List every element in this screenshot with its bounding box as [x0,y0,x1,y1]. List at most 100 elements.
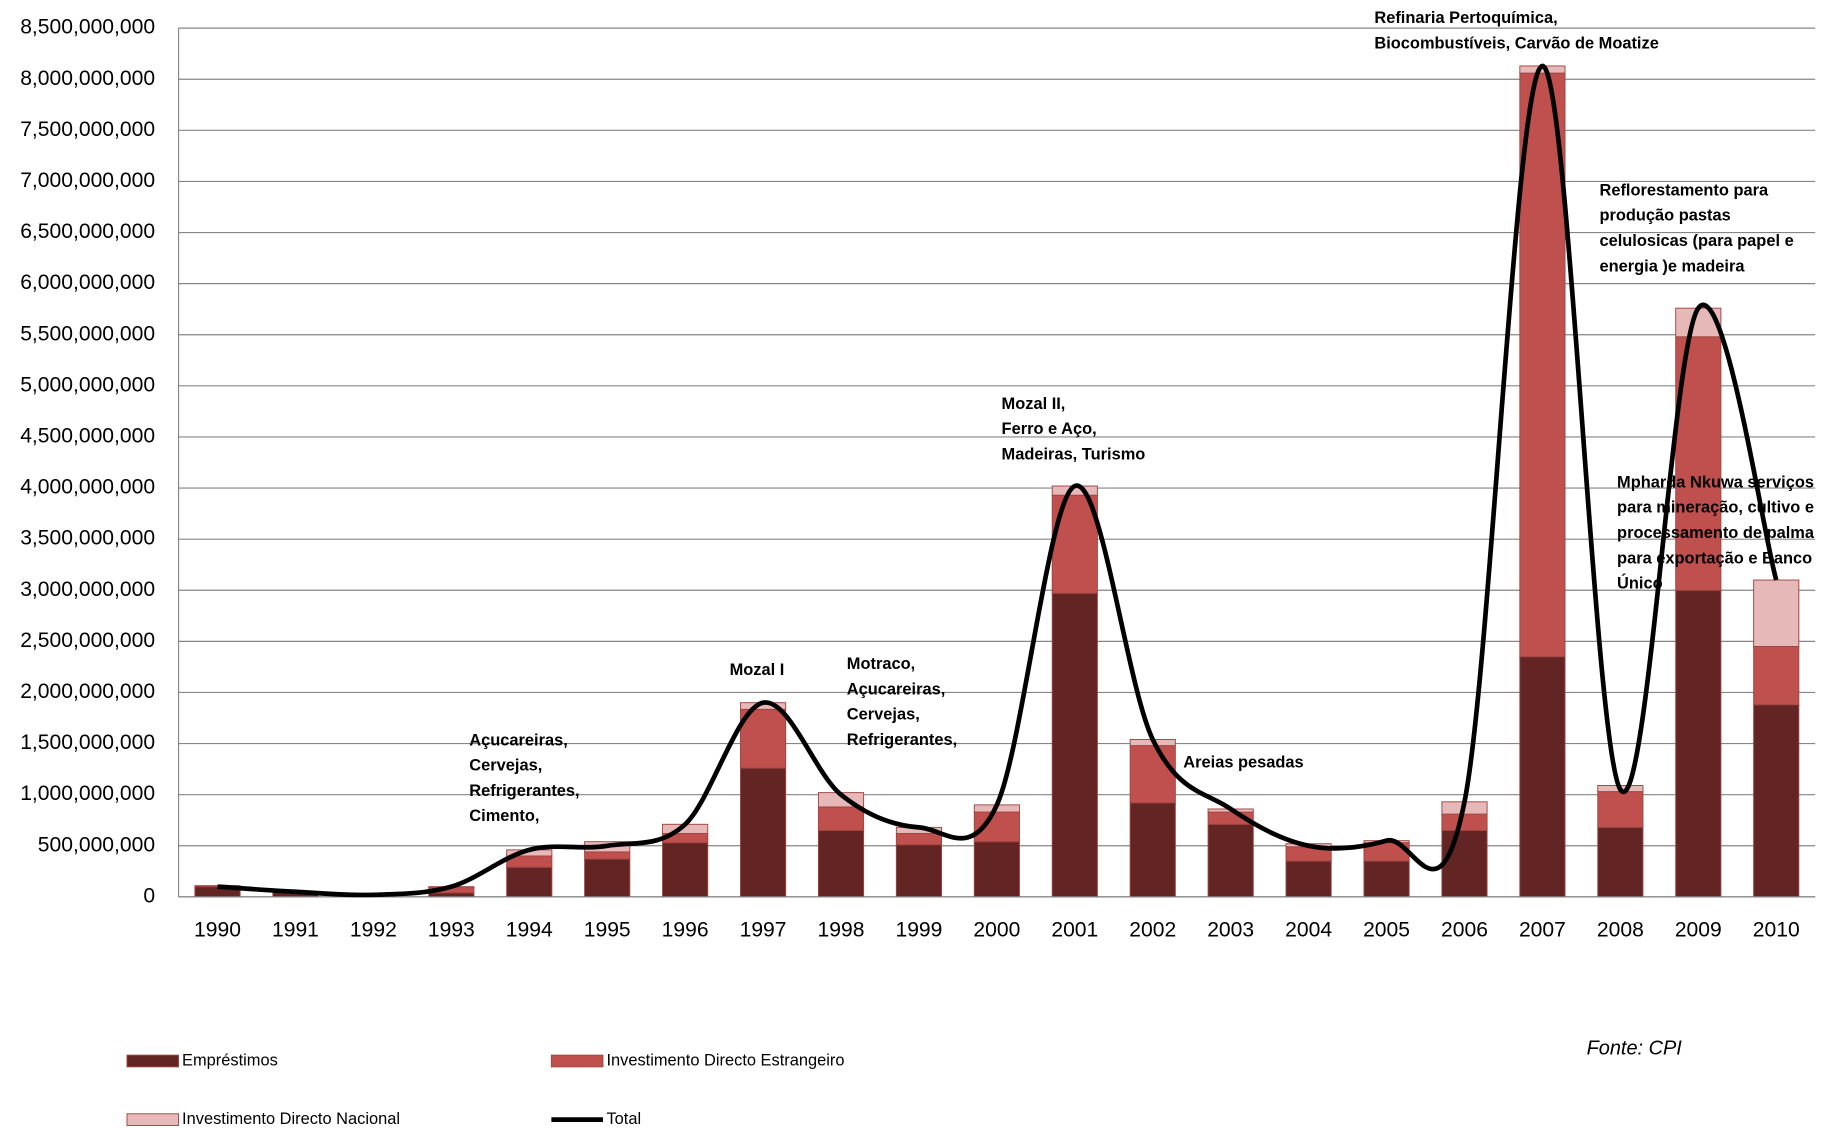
annotation: Único [1617,574,1663,593]
y-tick-label: 6,000,000,000 [20,271,155,294]
annotation: para exportação e Banco [1617,549,1812,567]
y-tick-label: 500,000,000 [38,833,155,856]
bar-segment [817,829,865,898]
bar-segment [740,708,787,769]
annotation: celulosicas (para papel e [1599,232,1793,250]
y-tick-label: 7,500,000,000 [20,118,155,141]
y-tick-label: 8,000,000,000 [20,67,155,90]
y-tick-label: 6,500,000,000 [20,220,155,243]
bar-segment [1753,579,1800,647]
y-tick-label: 8,500,000,000 [20,16,155,39]
y-tick-label: 5,500,000,000 [20,322,155,345]
bar-segment [817,806,865,831]
annotation: Areias pesadas [1183,754,1303,772]
bar-segment [662,842,709,898]
legend-label: Total [606,1110,641,1128]
bar-segment [973,841,1020,898]
annotation: Mozal II, [1002,395,1066,413]
x-tick-label: 2004 [1285,918,1332,941]
bar-segment [1597,791,1644,828]
x-tick-label: 1996 [662,918,709,941]
annotation: Açucareiras, [469,731,568,749]
x-tick-label: 2010 [1753,918,1800,941]
x-tick-label: 1997 [740,918,787,941]
legend-label: Investimento Directo Nacional [182,1110,400,1128]
y-tick-label: 4,500,000,000 [20,425,155,448]
legend-label: Empréstimos [182,1051,278,1069]
source: Fonte: CPI [1587,1038,1683,1060]
bar-segment [1129,745,1176,804]
legend-swatch [126,1054,180,1068]
bar-segment [1675,589,1722,898]
y-tick-label: 4,000,000,000 [20,476,155,499]
annotation: energia )e madeira [1599,257,1745,275]
annotation: Açucareiras, [847,680,946,698]
x-tick-label: 2000 [973,918,1020,941]
x-tick-label: 2006 [1441,918,1488,941]
x-tick-label: 2005 [1363,918,1410,941]
x-tick-label: 1992 [350,918,397,941]
annotation: Cervejas, [469,757,542,775]
bar-segment [1207,823,1254,898]
x-tick-label: 1993 [428,918,475,941]
bar-segment [1519,72,1566,658]
annotation: Refinaria Pertoquímica, [1374,9,1557,27]
x-tick-label: 1990 [194,918,241,941]
bar-segment [1285,860,1332,898]
y-tick-label: 3,000,000,000 [20,578,155,601]
annotation: processamento de palma [1617,524,1815,542]
x-tick-label: 2007 [1519,918,1566,941]
legend-swatch [126,1113,180,1126]
bar-segment [1441,813,1488,831]
y-tick-label: 1,000,000,000 [20,782,155,805]
bar-segment [584,851,631,860]
y-tick-label: 5,000,000,000 [20,373,155,396]
annotation: Reflorestamento para [1599,181,1769,199]
annotation: Mozal I [730,661,785,679]
annotation: Cimento, [469,807,539,825]
x-tick-label: 2002 [1129,918,1176,941]
bar-segment [1519,656,1566,898]
bar-segment [1363,860,1410,898]
bar-segment [1051,592,1098,898]
annotation: Refrigerantes, [469,782,579,800]
annotation: Ferro e Aço, [1002,420,1097,438]
annotation: produção pastas [1599,207,1730,225]
x-tick-label: 1994 [506,918,553,941]
y-tick-label: 2,000,000,000 [20,680,155,703]
bar-segment [428,892,475,898]
bar-segment [1441,829,1488,898]
bar-segment [895,844,943,898]
legend-label: Investimento Directo Estrangeiro [606,1051,844,1069]
annotation: para mineração, cultivo e [1617,499,1814,517]
legend-swatch [550,1054,604,1068]
annotation: Madeiras, Turismo [1002,445,1146,463]
y-tick-label: 7,000,000,000 [20,169,155,192]
total-line [217,63,1779,898]
x-tick-label: 2001 [1051,918,1098,941]
bar-segment [1753,704,1800,898]
y-tick-label: 3,500,000,000 [20,527,155,550]
bar-segment [740,767,787,898]
bar-segment [1597,826,1644,898]
y-tick-label: 2,500,000,000 [20,629,155,652]
x-tick-label: 2003 [1207,918,1254,941]
annotation: Mpharda Nkuwa serviços [1617,473,1814,491]
x-tick-label: 1995 [584,918,631,941]
x-tick-label: 2009 [1675,918,1722,941]
y-tick-label: 0 [143,884,155,907]
annotation: Motraco, [847,655,915,673]
bar-segment [506,866,553,898]
annotation: Refrigerantes, [847,731,957,749]
x-tick-label: 2008 [1597,918,1644,941]
bar-segment [1129,802,1176,898]
x-tick-label: 1999 [895,918,942,941]
x-tick-label: 1998 [818,918,865,941]
annotation: Cervejas, [847,706,920,724]
annotation: Biocombustíveis, Carvão de Moatize [1374,34,1658,52]
bar-segment [895,833,943,846]
x-tick-label: 1991 [272,918,319,941]
bar-segment [584,858,631,898]
bar-segment [1753,646,1800,706]
